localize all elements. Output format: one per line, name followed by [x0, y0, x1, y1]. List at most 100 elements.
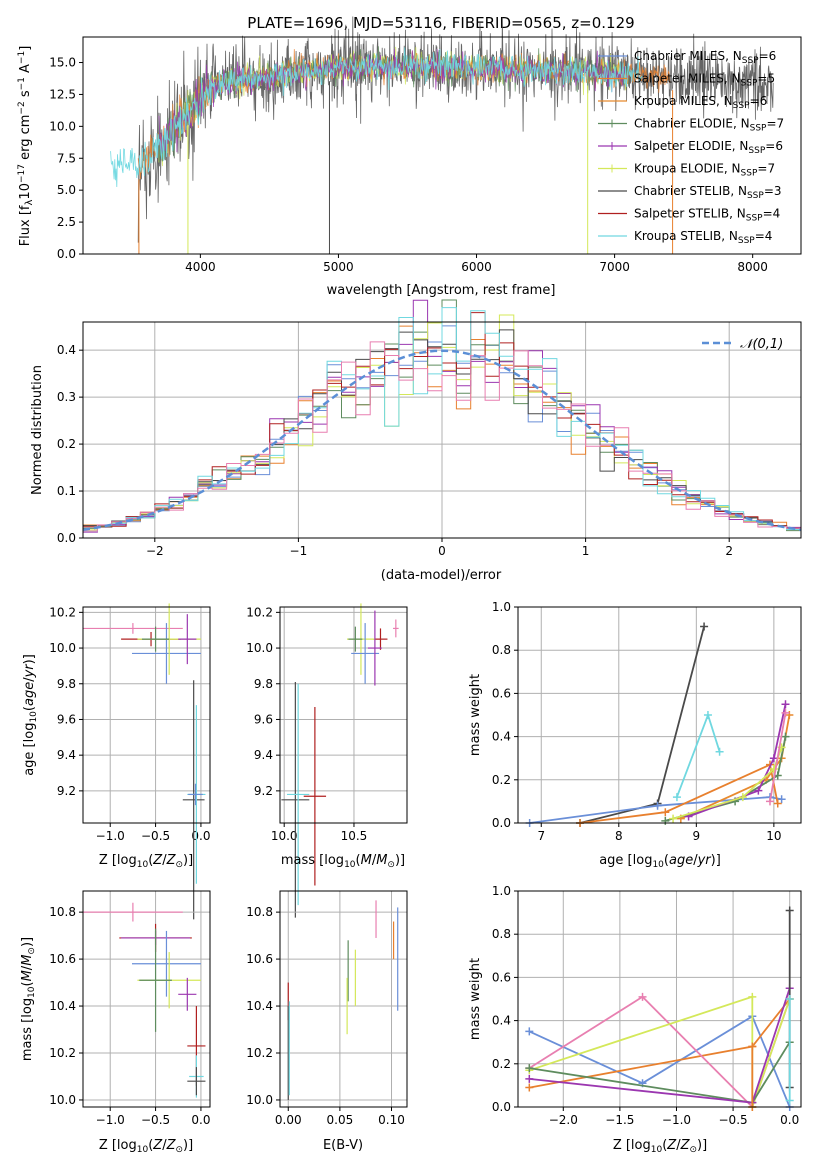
mass-vs-ebv-plot: 0.00 0.05 0.10 10.0 10.2 10.4 10.6 10.8	[246, 891, 407, 1127]
x-tick-label: −2.0	[549, 1113, 578, 1127]
residuals-panel: −2 −1 0 1 2 0.0 0.1 0.2 0.3 0.4 (data-model)/erro…	[30, 299, 802, 583]
series-line	[769, 712, 787, 802]
weight-vs-age-y-label: mass weight	[468, 674, 483, 756]
series-point	[773, 799, 782, 808]
series-point	[781, 732, 790, 741]
series-point	[638, 992, 647, 1001]
series-point	[700, 622, 709, 631]
spectrum-x-label: wavelength [Angstrom, rest frame]	[327, 283, 556, 298]
x-tick-label: 8000	[737, 260, 768, 274]
y-tick-label: 12.5	[49, 87, 76, 101]
y-tick-label: 9.2	[254, 784, 273, 798]
series-line	[676, 712, 721, 798]
legend-label: Kroupa ELODIE, NSSP=7	[634, 162, 775, 179]
gauss-legend-label: 𝒩(0,1)	[740, 337, 783, 352]
x-tick-label: 2	[725, 544, 733, 558]
y-tick-label: 10.2	[246, 1046, 273, 1060]
series-point	[661, 816, 670, 825]
y-tick-label: 10.6	[49, 952, 76, 966]
y-tick-label: 9.4	[57, 748, 76, 762]
weight-vs-z-y-label: mass weight	[468, 958, 483, 1040]
legend-label: Chabrier MILES, NSSP=6	[634, 49, 776, 66]
y-tick-label: 0.4	[492, 1014, 511, 1028]
series-point	[748, 1042, 757, 1051]
y-tick-label: 0.3	[57, 390, 76, 404]
y-tick-label: 10.0	[49, 1093, 76, 1107]
x-tick-label: 4000	[185, 260, 216, 274]
weight-vs-age-x-label: age [log10(age/yr)]	[599, 853, 721, 870]
x-tick-label: 0.05	[327, 1113, 354, 1127]
age-vs-z-panel: −1.0 −0.5 0.09.29.49.69.810.010.2 Z [log10…	[22, 603, 211, 920]
y-tick-label: 10.4	[49, 999, 76, 1013]
series-point	[525, 1074, 534, 1083]
series-point	[748, 992, 757, 1001]
x-tick-label: 1	[582, 544, 590, 558]
x-tick-label: −0.5	[141, 829, 170, 843]
age-vs-mass-x-label: mass [log10(M/M⊙)]	[281, 853, 405, 870]
y-tick-label: 0.4	[57, 343, 76, 357]
age-vs-z-plot: −1.0 −0.5 0.09.29.49.69.810.010.2	[49, 603, 210, 920]
residuals-x-label: (data-model)/error	[381, 568, 502, 583]
mass-vs-z-plot: −1.0 −0.5 0.0 10.0 10.2 10.4 10.6 10.8	[49, 891, 210, 1127]
y-tick-label: 7.5	[57, 151, 76, 165]
x-tick-label: −1.0	[96, 829, 125, 843]
x-tick-label: −1	[290, 544, 308, 558]
series-point	[525, 1083, 534, 1092]
series-point	[653, 801, 662, 810]
x-tick-label: 10	[766, 829, 781, 843]
x-tick-label: 7000	[599, 260, 630, 274]
y-tick-label: 0.2	[492, 773, 511, 787]
y-tick-label: 10.2	[49, 605, 76, 619]
y-tick-label: 9.8	[254, 677, 273, 691]
residuals-y-label: Normed distribution	[30, 365, 45, 495]
legend-label: Salpeter MILES, NSSP=5	[634, 72, 775, 89]
legend-label: Chabrier ELODIE, NSSP=7	[634, 117, 784, 134]
y-tick-label: 0.2	[492, 1057, 511, 1071]
y-tick-label: 0.1	[57, 484, 76, 498]
series-line	[529, 987, 791, 1104]
mass-vs-ebv-panel: 0.00 0.05 0.10 10.0 10.2 10.4 10.6 10.8 E(B-V)	[246, 890, 408, 1153]
series-line	[579, 626, 705, 824]
x-tick-label: 0.10	[378, 1113, 405, 1127]
series-point	[669, 814, 678, 823]
series-point	[785, 906, 794, 915]
x-tick-label: −2	[146, 544, 164, 558]
histogram-series	[83, 307, 801, 532]
mass-vs-z-panel: −1.0 −0.5 0.0 10.0 10.2 10.4 10.6 10.8 Z [log10…	[20, 890, 211, 1155]
spectrum-title: PLATE=1696, MJD=53116, FIBERID=0565, z=0…	[247, 14, 634, 32]
weight-vs-z-panel: −2.0 −1.5 −1.0 −0.5 0.0 0.0 0.2 0.4 0.6 0.8 1.0 Z …	[468, 884, 802, 1155]
y-tick-label: 10.6	[246, 952, 273, 966]
series-point	[661, 808, 670, 817]
y-tick-label: 9.8	[57, 677, 76, 691]
y-tick-label: 10.0	[49, 641, 76, 655]
x-tick-label: −1.0	[96, 1113, 125, 1127]
legend-label: Chabrier STELIB, NSSP=3	[634, 184, 782, 201]
series-line	[528, 995, 791, 1109]
y-tick-label: 9.2	[57, 784, 76, 798]
spectrum-y-label: Flux [fλ10−17 erg cm−2 s−1 A−1]	[17, 46, 35, 247]
weight-vs-z-x-label: Z [log10(Z/Z⊙)]	[613, 1138, 707, 1155]
gaussian-curve	[82, 349, 802, 532]
spectrum-panel: PLATE=1696, MJD=53116, FIBERID=0565, z=0…	[17, 14, 802, 298]
y-tick-label: 1.0	[492, 600, 511, 614]
series-point	[777, 795, 786, 804]
series-point	[781, 700, 790, 709]
weight-vs-z-plot: −2.0 −1.5 −1.0 −0.5 0.0 0.0 0.2 0.4 0.6 0.8 1.0	[492, 884, 801, 1127]
mass-vs-z-x-label: Z [log10(Z/Z⊙)]	[99, 1138, 193, 1155]
x-tick-label: 0	[438, 544, 446, 558]
y-tick-label: 0.6	[492, 686, 511, 700]
residuals-plot: −2 −1 0 1 2 0.0 0.1 0.2 0.3 0.4	[57, 299, 802, 558]
series-point	[525, 1064, 534, 1073]
series-point	[738, 793, 747, 802]
y-tick-label: 0.0	[57, 247, 76, 261]
y-tick-label: 0.2	[57, 437, 76, 451]
legend-label: Salpeter STELIB, NSSP=4	[634, 207, 780, 224]
y-tick-label: 10.8	[246, 905, 273, 919]
y-tick-label: 0.4	[492, 730, 511, 744]
x-tick-label: 5000	[323, 260, 354, 274]
series-point	[672, 793, 681, 802]
x-tick-label: 6000	[461, 260, 492, 274]
y-tick-label: 1.0	[492, 884, 511, 898]
mass-vs-z-y-label: mass [log10(M/M⊙)]	[20, 937, 37, 1061]
